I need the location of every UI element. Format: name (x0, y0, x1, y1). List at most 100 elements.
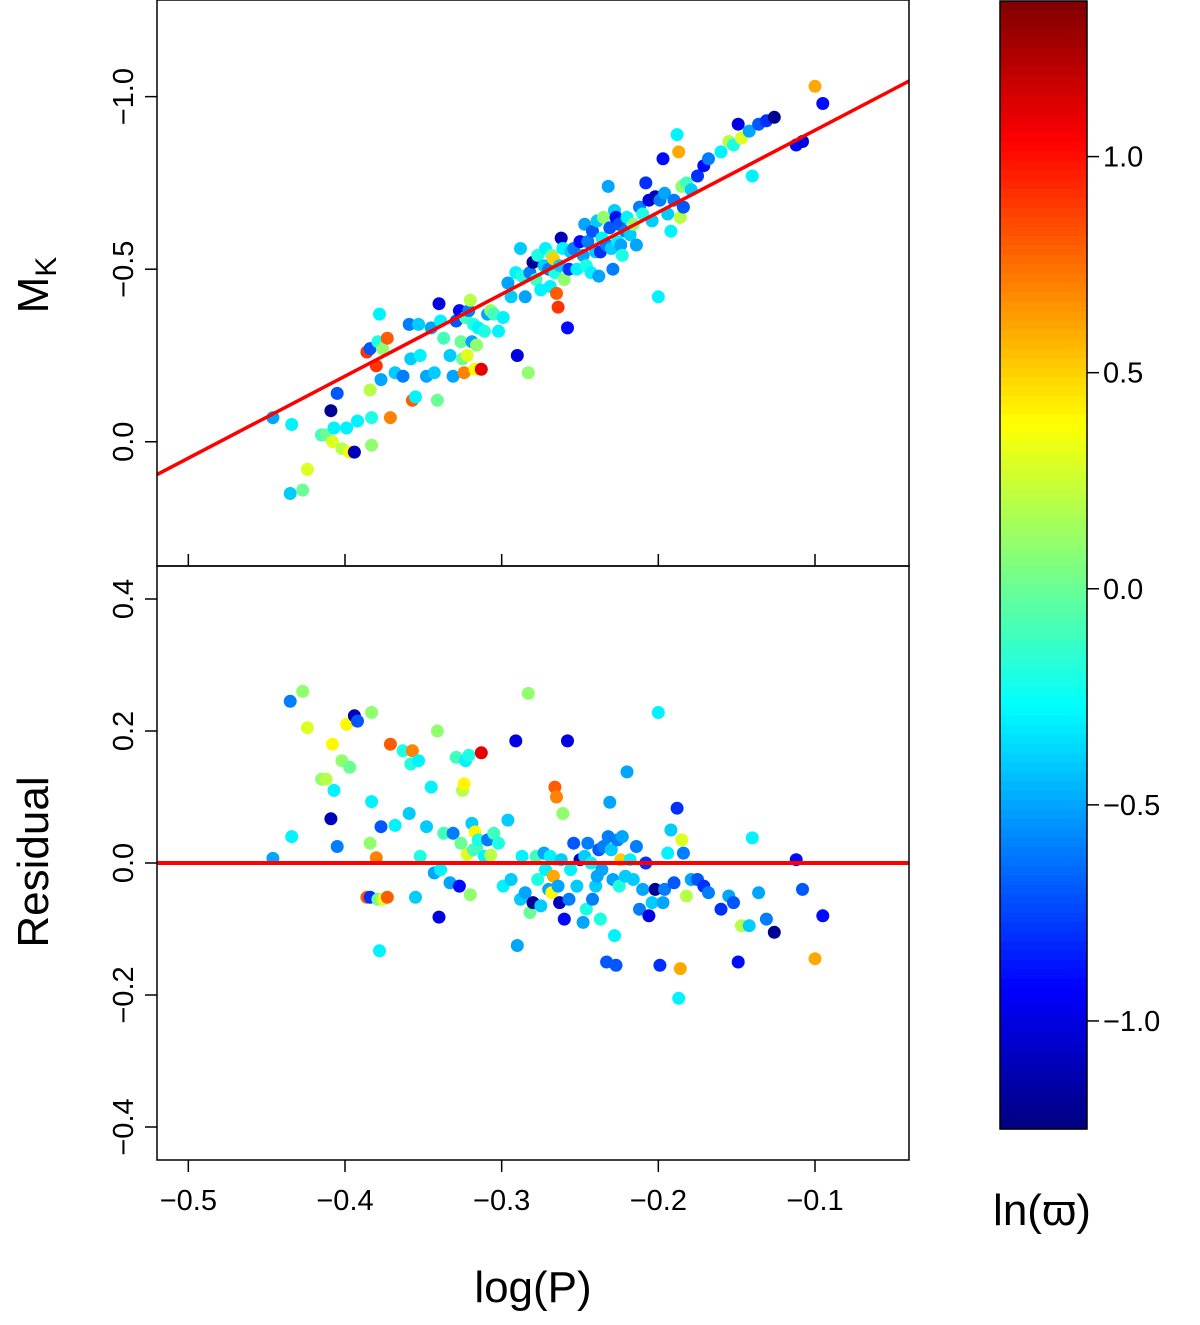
colorbar-band (1000, 894, 1087, 904)
top-scatter-point (514, 242, 527, 255)
top-scatter-point (658, 186, 672, 200)
bottom-y-tick-label: −0.2 (108, 966, 140, 1023)
colorbar-band (1000, 640, 1087, 651)
bottom-scatter-point (667, 876, 681, 890)
colorbar-band (1000, 142, 1087, 152)
colorbar-band (1000, 236, 1087, 246)
bottom-scatter-point (388, 818, 402, 832)
top-scatter-points (266, 79, 830, 500)
bottom-scatter-point (324, 812, 338, 826)
bottom-plot-frame (156, 565, 910, 1161)
top-scatter-point (477, 324, 491, 338)
top-y-axis-title-main: M (9, 277, 58, 314)
bottom-scatter-point (471, 833, 485, 847)
top-scatter-point (767, 110, 781, 124)
top-scatter-point (460, 349, 474, 362)
bottom-scatter-point (285, 830, 299, 844)
bottom-scatter-point (626, 873, 640, 886)
colorbar-band (1000, 1119, 1087, 1130)
top-scatter-point (457, 366, 471, 380)
colorbar-band (1000, 160, 1087, 171)
colorbar-band (1000, 226, 1087, 237)
top-scatter-point (551, 300, 565, 314)
colorbar-band (1000, 452, 1087, 463)
bottom-scatter-point (405, 744, 419, 758)
colorbar-tick-label: −0.5 (1103, 790, 1160, 822)
x-tick-label: −0.2 (630, 1185, 687, 1217)
bottom-scatter-point (604, 843, 618, 857)
bottom-scatter-point (319, 772, 333, 786)
top-y-tick-label: −0.5 (108, 241, 140, 298)
colorbar-band (1000, 433, 1087, 444)
colorbar-band (1000, 132, 1087, 143)
colorbar-band (1000, 706, 1087, 716)
colorbar-band (1000, 518, 1087, 528)
top-scatter-point (402, 317, 416, 331)
colorbar-band (1000, 301, 1087, 312)
top-scatter-point (427, 366, 441, 380)
bottom-scatter-point (767, 925, 781, 939)
top-scatter-point (670, 128, 684, 142)
colorbar-band (1000, 1, 1087, 11)
bottom-scatter-point (373, 944, 386, 958)
colorbar-band (1000, 602, 1087, 613)
bottom-y-axis-title: Residual (9, 776, 58, 947)
bottom-scatter-point (383, 737, 397, 751)
bottom-scatter-point (432, 910, 446, 924)
bottom-scatter-point (745, 831, 759, 845)
bottom-scatter-point (474, 746, 488, 760)
colorbar-band (1000, 311, 1087, 322)
colorbar-band (1000, 828, 1087, 839)
top-scatter-point (714, 145, 728, 159)
colorbar-band (1000, 950, 1087, 961)
top-scatter-point (373, 307, 386, 321)
colorbar-band (1000, 113, 1087, 124)
colorbar-band (1000, 753, 1087, 763)
top-scatter-point (396, 369, 410, 383)
bottom-scatter-point (567, 836, 581, 850)
colorbar-band (1000, 912, 1087, 923)
top-scatter-point (283, 487, 297, 500)
top-scatter-point (664, 224, 678, 238)
colorbar-band (1000, 170, 1087, 181)
top-panel: 0.0 −0.5 −1.0 MK (9, 68, 910, 566)
top-scatter-point (296, 483, 310, 497)
bottom-scatter-point (363, 836, 377, 850)
bottom-scatter-point (463, 888, 477, 902)
colorbar-band (1000, 668, 1087, 679)
bottom-scatter-point (510, 939, 524, 952)
colorbar-band (1000, 978, 1087, 989)
top-scatter-point (412, 317, 426, 331)
colorbar-band (1000, 856, 1087, 867)
colorbar-band (1000, 630, 1087, 641)
bottom-scatter-point (731, 955, 745, 969)
top-scatter-point (300, 462, 314, 476)
x-tick-label: −0.4 (316, 1185, 373, 1217)
colorbar-band (1000, 151, 1087, 162)
bottom-scatter-point (796, 882, 809, 896)
colorbar-band (1000, 1053, 1087, 1064)
bottom-scatter-point (523, 906, 537, 919)
bottom-scatter-point (642, 909, 656, 923)
bottom-scatter-points (266, 684, 830, 1005)
bottom-scatter-point (603, 795, 617, 809)
colorbar-band (1000, 677, 1087, 688)
colorbar-band (1000, 555, 1087, 566)
top-scatter-point (557, 273, 571, 286)
top-scatter-point (601, 179, 615, 193)
colorbar-band (1000, 123, 1087, 134)
colorbar-band (1000, 1044, 1087, 1055)
colorbar-band (1000, 809, 1087, 820)
bottom-scatter-point (656, 896, 670, 910)
top-scatter-point (656, 152, 670, 166)
colorbar-band (1000, 724, 1087, 735)
colorbar-axis: −1.0 −0.5 0.0 0.5 1.0 (1087, 142, 1160, 1038)
bottom-scatter-point (409, 890, 422, 904)
top-scatter-point (623, 228, 637, 242)
colorbar-band (1000, 762, 1087, 773)
colorbar-band (1000, 273, 1087, 284)
bottom-scatter-point (454, 836, 468, 850)
bottom-y-tick-label: 0.0 (108, 843, 140, 883)
colorbar-band (1000, 1006, 1087, 1017)
top-scatter-point (691, 169, 704, 183)
